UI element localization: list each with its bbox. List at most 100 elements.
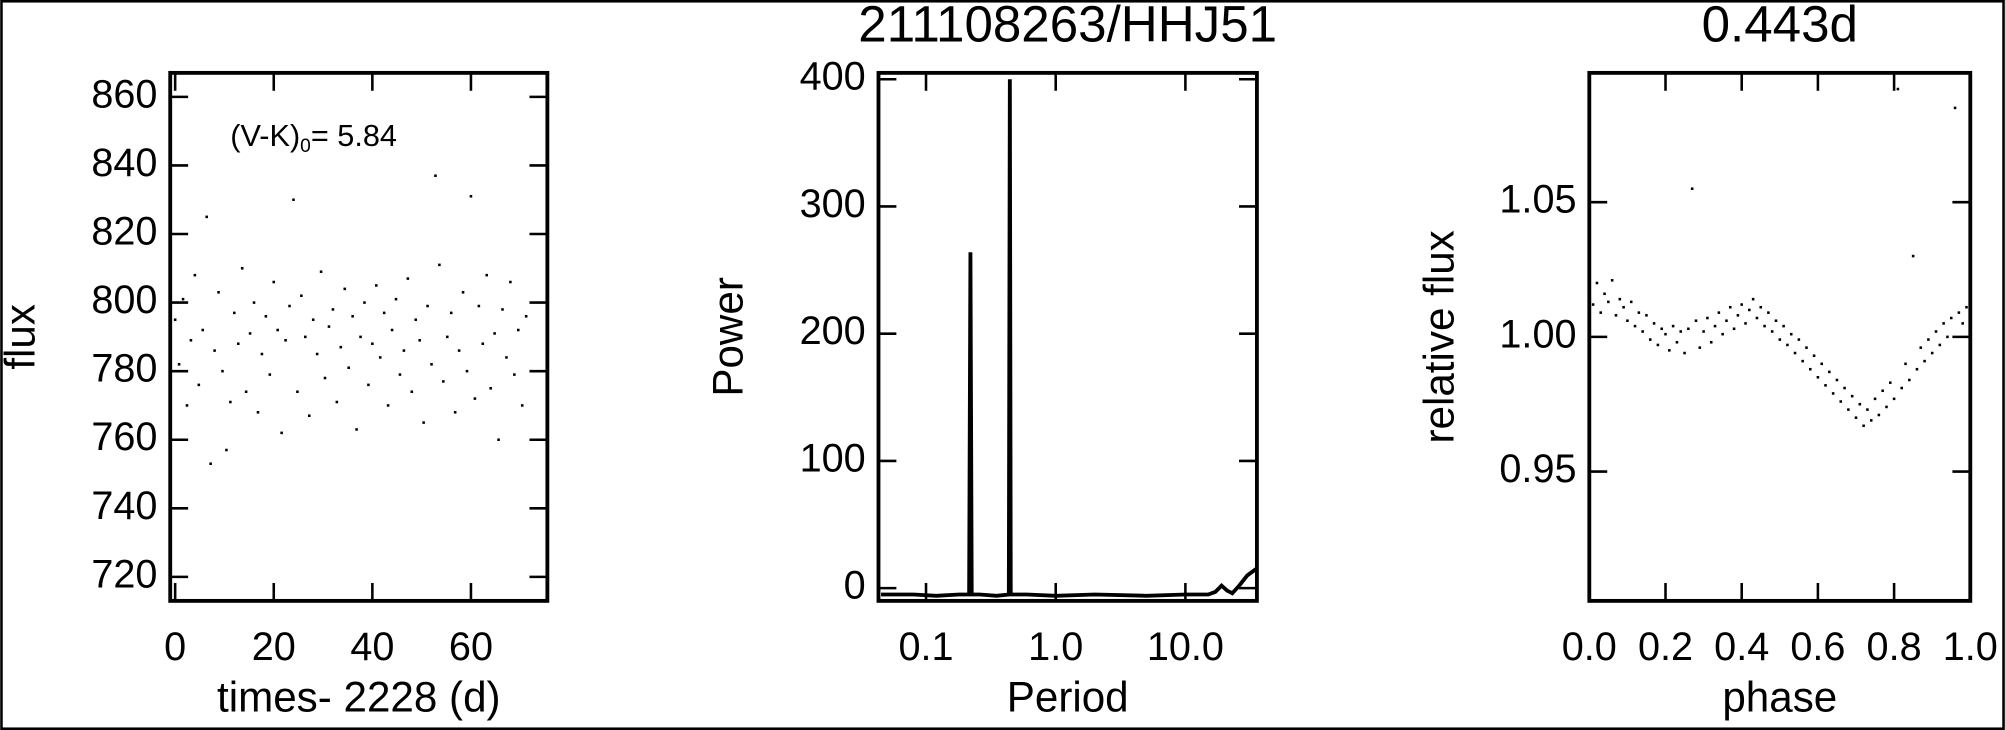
- data-point: [1946, 335, 1949, 339]
- data-point: [485, 273, 489, 277]
- data-point: [1767, 311, 1770, 314]
- data-point: [1633, 324, 1637, 328]
- data-point: [1969, 314, 1972, 317]
- data-point: [501, 308, 504, 311]
- data-point: [1675, 340, 1679, 344]
- data-point: [1744, 322, 1747, 325]
- data-point: [1809, 367, 1812, 371]
- data-point: [268, 373, 272, 376]
- data-point: [189, 339, 193, 342]
- y-tick-label: 100: [800, 436, 866, 480]
- data-point: [1683, 351, 1686, 355]
- data-point: [1797, 338, 1801, 341]
- data-point: [1869, 419, 1873, 422]
- data-point: [438, 263, 441, 267]
- data-point: [1801, 359, 1804, 363]
- data-point: [252, 301, 256, 304]
- data-point: [1915, 367, 1919, 371]
- data-point: [1706, 316, 1709, 320]
- data-point: [1668, 349, 1671, 352]
- data-point: [1923, 359, 1926, 363]
- data-point: [355, 428, 358, 431]
- data-point: [1637, 311, 1641, 314]
- data-point: [1591, 303, 1595, 306]
- data-point: [1664, 332, 1667, 336]
- data-point: [1847, 408, 1850, 411]
- x-tick-label: 0.4: [1714, 625, 1769, 669]
- data-point: [1702, 330, 1705, 333]
- data-point: [1812, 354, 1816, 358]
- y-tick-label: 300: [800, 182, 866, 226]
- data-point: [367, 383, 370, 387]
- data-point: [181, 297, 185, 301]
- data-point: [1835, 378, 1839, 382]
- data-point: [469, 195, 473, 198]
- data-point: [217, 291, 220, 294]
- data-point: [1660, 327, 1663, 331]
- y-tick-label: 820: [91, 209, 157, 253]
- data-point: [1694, 319, 1698, 322]
- y-tick-label: 1.05: [1499, 178, 1576, 222]
- data-point: [446, 335, 449, 339]
- data-point: [1824, 384, 1827, 387]
- data-point: [434, 174, 437, 178]
- data-point: [288, 304, 291, 308]
- data-point: [1862, 424, 1865, 428]
- y-axis-label: relative flux: [1415, 230, 1462, 443]
- data-point: [1603, 292, 1606, 296]
- data-point: [1900, 386, 1903, 390]
- data-point: [1942, 322, 1945, 325]
- data-point: [1679, 330, 1683, 333]
- data-point: [1728, 305, 1732, 309]
- data-point: [1889, 381, 1892, 384]
- y-tick-label: 1.00: [1499, 312, 1576, 356]
- data-point: [1816, 376, 1820, 379]
- data-point: [264, 315, 268, 318]
- data-point: [351, 315, 354, 318]
- data-point: [1843, 386, 1846, 390]
- data-point: [1839, 400, 1843, 403]
- annotation-value: = 5.84: [311, 118, 397, 153]
- data-point: [1717, 311, 1721, 314]
- data-point: [1820, 362, 1823, 366]
- data-point: [1770, 330, 1774, 333]
- data-point: [240, 267, 244, 270]
- y-tick-label: 400: [800, 55, 866, 99]
- y-tick-label: 0: [844, 564, 866, 608]
- x-tick-label: 60: [449, 625, 493, 669]
- data-point: [296, 390, 299, 394]
- chart-title: 211108263/HHJ51: [858, 0, 1277, 53]
- data-point: [1904, 362, 1907, 366]
- chart-title: 0.443d: [1702, 0, 1858, 53]
- x-tick-label: 0.8: [1867, 625, 1922, 669]
- periodogram-line: [881, 79, 1258, 598]
- data-point: [1751, 297, 1755, 301]
- data-point: [229, 400, 232, 404]
- data-point: [185, 404, 189, 407]
- data-point: [414, 318, 418, 322]
- data-point: [517, 328, 520, 332]
- x-tick-label: 40: [350, 625, 394, 669]
- y-tick-label: 740: [91, 484, 157, 528]
- data-point: [489, 387, 492, 390]
- data-point: [221, 369, 224, 373]
- data-point: [173, 318, 177, 322]
- data-point: [1896, 87, 1900, 91]
- x-tick-label: 0.6: [1790, 625, 1845, 669]
- data-point: [513, 373, 516, 376]
- data-point: [375, 284, 378, 287]
- y-tick-label: 800: [91, 278, 157, 322]
- data-point: [1748, 308, 1751, 312]
- annotation-subscript: 0: [300, 136, 311, 157]
- data-point: [394, 297, 398, 301]
- data-point: [453, 411, 457, 414]
- data-point: [1881, 389, 1884, 393]
- data-point: [327, 325, 331, 328]
- data-point: [209, 462, 212, 466]
- data-point: [449, 311, 453, 315]
- data-point: [359, 335, 362, 339]
- data-point: [1805, 346, 1808, 349]
- data-point: [292, 198, 295, 202]
- data-point: [1622, 305, 1625, 309]
- data-point: [1713, 324, 1717, 328]
